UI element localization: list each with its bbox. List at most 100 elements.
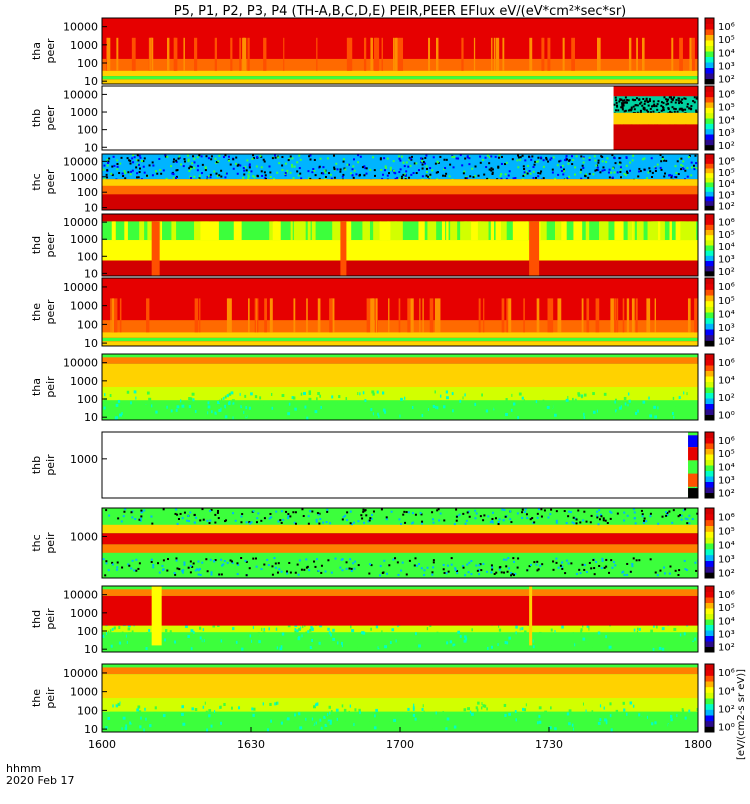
colorbar-tick-label: 10² <box>718 568 735 579</box>
colorbar-tick-label: 10² <box>718 393 735 404</box>
colorbar-tick-label: 10⁴ <box>718 616 735 627</box>
panel-species-label: thc <box>30 173 43 190</box>
y-tick-label: 1000 <box>70 233 98 246</box>
colorbar-tick-label: 10³ <box>718 128 735 139</box>
colorbar-tick-label: 10⁵ <box>718 35 735 46</box>
colorbar-tick-label: 10² <box>718 75 735 86</box>
y-tick-label: 10000 <box>63 155 98 168</box>
y-tick-label: 10000 <box>63 357 98 370</box>
panel-species-label: the <box>30 303 43 321</box>
colorbar-tick-label: 10³ <box>718 630 735 641</box>
colorbar-tick-label: 10⁰ <box>718 411 735 422</box>
panel-frame <box>101 213 699 277</box>
x-axis-label: hhmm <box>6 762 41 775</box>
panel-tha-peer: 10000 1000 100 10 tha peer 10⁶ 10⁵ 10⁴ 10³ 10² <box>30 17 735 88</box>
panel-frame <box>101 353 699 421</box>
y-tick-label: 10 <box>84 75 98 88</box>
panel-species-label: thc <box>30 534 43 551</box>
colorbar-tick-label: 10⁶ <box>718 358 735 369</box>
y-tick-label: 100 <box>77 57 98 70</box>
panel-mode-label: peer <box>44 232 57 258</box>
x-tick-label: 1800 <box>684 738 712 751</box>
panel-species-label: thd <box>30 610 43 628</box>
colorbar-tick-label: 10² <box>718 141 735 152</box>
colorbar-tick-label: 10² <box>718 704 735 715</box>
x-tick-label: 1700 <box>386 738 414 751</box>
panel-frame <box>101 431 699 499</box>
colorbar-tick-label: 10⁴ <box>718 242 735 253</box>
spectrogram-image <box>102 664 698 732</box>
colorbar-tick-label: 10⁶ <box>718 282 735 293</box>
panel-thc-peir: 1000 thc peir 10⁶ 10⁵ 10⁴ 10³ 10² <box>30 507 735 579</box>
y-tick-label: 1000 <box>70 106 98 119</box>
colorbar-tick-label: 10³ <box>718 323 735 334</box>
panel-frame <box>101 17 699 85</box>
colorbar-tick-label: 10² <box>718 643 735 654</box>
y-tick-label: 1000 <box>70 375 98 388</box>
colorbar-tick-label: 10² <box>718 267 735 278</box>
y-tick-label: 10000 <box>63 281 98 294</box>
colorbar-tick-label: 10⁵ <box>718 603 735 614</box>
panel-frame <box>101 507 699 579</box>
colorbar-tick-label: 10⁴ <box>718 540 735 551</box>
y-tick-label: 10 <box>84 337 98 350</box>
colorbar-tick-label: 10⁴ <box>718 686 735 697</box>
spectrogram-image <box>102 154 698 210</box>
x-tick-label: 1630 <box>237 738 265 751</box>
colorbar-tick-label: 10³ <box>718 62 735 73</box>
colorbar-tick-label: 10⁶ <box>718 590 735 601</box>
panel-species-label: thb <box>30 109 43 127</box>
panel-y-label: thd peir <box>30 608 57 630</box>
spectrogram-image <box>102 586 698 652</box>
y-tick-label: 100 <box>77 625 98 638</box>
colorbar-tick-label: 10⁵ <box>718 526 735 537</box>
panel-y-label: thb peir <box>30 454 57 476</box>
panel-y-label: thd peer <box>30 232 57 258</box>
colorbar-tick-label: 10⁴ <box>718 179 735 190</box>
panel-frame <box>101 153 699 211</box>
y-tick-label: 100 <box>77 704 98 717</box>
panel-mode-label: peer <box>44 38 57 64</box>
colorbar-tick-label: 10⁶ <box>718 90 735 101</box>
y-tick-label: 10 <box>84 202 98 215</box>
spectrogram-image <box>102 508 698 578</box>
x-tick-label: 1730 <box>535 738 563 751</box>
colorbar-tick-label: 10⁶ <box>718 436 735 447</box>
y-tick-label: 10000 <box>63 21 98 34</box>
y-tick-label: 1000 <box>70 39 98 52</box>
panel-y-label: tha peer <box>30 38 57 64</box>
panel-thb-peir: 1000 thb peir 10⁶ 10⁵ 10⁴ 10³ 10² <box>30 431 735 500</box>
panel-the-peer: 10000 1000 100 10 the peer 10⁶ 10⁵ 10⁴ 10³ 10² <box>30 277 735 350</box>
spectrogram-image <box>102 354 698 420</box>
panel-species-label: tha <box>30 42 43 60</box>
colorbar-tick-label: 10⁵ <box>718 230 735 241</box>
y-tick-label: 100 <box>77 124 98 137</box>
y-tick-label: 100 <box>77 186 98 199</box>
colorbar-tick-label: 10⁵ <box>718 102 735 113</box>
panel-frame <box>101 277 699 347</box>
spectrogram-image <box>102 86 698 150</box>
y-tick-label: 1000 <box>70 607 98 620</box>
colorbar-tick-label: 10² <box>718 489 735 500</box>
panel-y-label: the peer <box>30 299 57 325</box>
y-tick-label: 10000 <box>63 667 98 680</box>
panel-y-label: tha peir <box>30 376 57 398</box>
panel-mode-label: peir <box>44 532 57 554</box>
colorbar: 10⁶ 10⁴ 10² 10⁰ <box>704 663 735 734</box>
y-tick-label: 10 <box>84 643 98 656</box>
panel-y-label: thb peer <box>30 105 57 131</box>
panel-tha-peir: 10000 1000 100 10 tha peir 10⁶ 10⁴ 10² 10⁰ <box>30 353 735 424</box>
colorbar-tick-label: 10⁵ <box>718 296 735 307</box>
colorbar-tick-label: 10⁶ <box>718 217 735 228</box>
colorbar-units-label: [eV/(cm2-s sr eV)] <box>736 669 747 760</box>
panel-mode-label: peer <box>44 105 57 131</box>
panel-species-label: thb <box>30 456 43 474</box>
